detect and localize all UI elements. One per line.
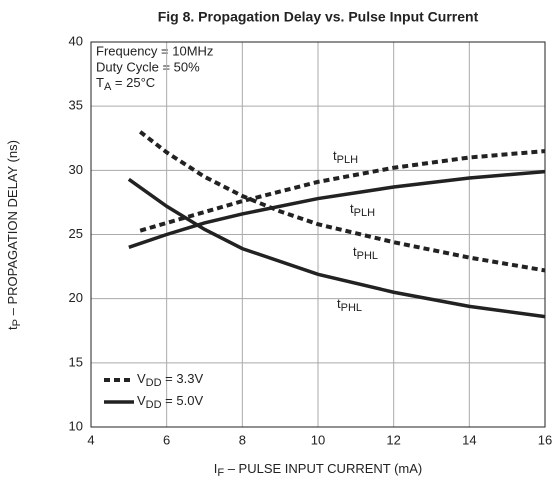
annotation: TA = 25°C — [96, 75, 155, 93]
annotation: Duty Cycle = 50% — [96, 59, 200, 74]
line — [139, 149, 546, 233]
y-axis-label: tP – PROPAGATION DELAY (ns) — [5, 140, 23, 330]
x-tick-label: 4 — [87, 432, 94, 447]
curve-label: tPLH — [350, 201, 375, 219]
line — [128, 169, 546, 249]
y-tick-label: 15 — [69, 354, 83, 369]
x-tick-label: 6 — [163, 432, 170, 447]
x-tick-label: 16 — [538, 432, 552, 447]
plot-frame — [90, 41, 546, 428]
x-tick-label: 12 — [386, 432, 400, 447]
line — [138, 130, 546, 273]
chart-title: Fig 8. Propagation Delay vs. Pulse Input… — [158, 9, 479, 25]
y-tick-label: 35 — [69, 98, 83, 113]
x-axis-label: IF – PULSE INPUT CURRENT (mA) — [214, 461, 423, 479]
curve-label: tPHL — [337, 296, 362, 314]
curve-label: tPHL — [353, 244, 378, 262]
y-tick-label: 10 — [69, 418, 83, 433]
y-tick-label: 40 — [69, 33, 83, 48]
annotation: Frequency = 10MHz — [96, 43, 213, 58]
x-tick-label: 14 — [462, 432, 476, 447]
x-tick-label: 8 — [239, 432, 246, 447]
y-tick-label: 25 — [69, 226, 83, 241]
curve-label: tPLH — [333, 148, 358, 166]
legend-label: VDD = 3.3V — [137, 371, 203, 389]
line — [127, 177, 546, 319]
x-tick-label: 10 — [311, 432, 325, 447]
legend-label: VDD = 5.0V — [137, 393, 203, 411]
y-tick-label: 20 — [69, 290, 83, 305]
y-tick-label: 30 — [69, 162, 83, 177]
